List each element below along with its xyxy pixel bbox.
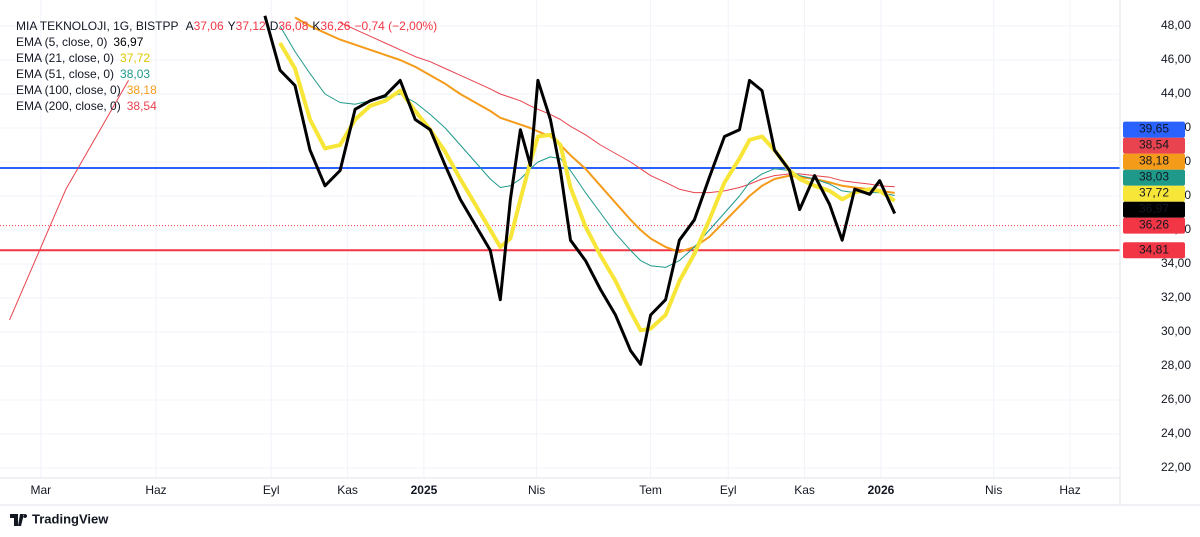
legend-entry: EMA (5, close, 0) 36,97 [16, 35, 144, 49]
y-tick-label: 30,00 [1161, 324, 1191, 338]
x-tick-label: Tem [639, 483, 662, 497]
ema-line [263, 15, 897, 366]
price-label-box [1123, 217, 1185, 234]
price-label: 36,26 [1139, 218, 1169, 232]
price-label-box [1123, 201, 1185, 218]
legend-entry: EMA (100, close, 0) 38,18 [16, 83, 157, 97]
ohlc-key: A [186, 19, 194, 33]
y-tick-label: 22,00 [1161, 460, 1191, 474]
brand-logo: TradingView [10, 511, 109, 526]
plot-area [0, 15, 1120, 366]
ohlc-value: 36,08 [278, 19, 308, 33]
x-tick-label: Nis [528, 483, 545, 497]
legend-name: EMA (51, close, 0) [16, 67, 114, 81]
legend-name: EMA (100, close, 0) [16, 83, 121, 97]
price-label-box [1123, 169, 1185, 186]
axes: 22,0024,0026,0028,0030,0032,0034,0036,00… [30, 18, 1191, 497]
ohlc-value: 36,26 [320, 19, 350, 33]
y-tick-label: 28,00 [1161, 358, 1191, 372]
price-label: 38,18 [1139, 154, 1169, 168]
symbol-title: MIA TEKNOLOJI, 1G, BISTPP [16, 19, 178, 33]
x-tick-label: 2026 [868, 483, 895, 497]
legend-value: 36,97 [113, 35, 143, 49]
ema-line [278, 41, 896, 333]
legend-name: EMA (21, close, 0) [16, 51, 114, 65]
legend-value: 38,18 [127, 83, 157, 97]
x-tick-label: Kas [794, 483, 815, 497]
legend-value: 38,54 [127, 99, 157, 113]
y-tick-label: 24,00 [1161, 426, 1191, 440]
x-tick-label: Eyl [720, 483, 737, 497]
price-label-box [1123, 185, 1185, 202]
x-tick-label: Nis [985, 483, 1002, 497]
price-label-box [1123, 242, 1185, 259]
brand: TradingView [32, 511, 109, 526]
y-tick-label: 34,00 [1161, 256, 1191, 270]
price-label-box [1123, 121, 1185, 138]
price-label: 38,03 [1139, 170, 1169, 184]
ohlc-key: D [270, 19, 279, 33]
legend-name: EMA (5, close, 0) [16, 35, 107, 49]
price-label: 37,72 [1139, 186, 1169, 200]
legend-value: 38,03 [120, 67, 150, 81]
legend-entry: EMA (51, close, 0) 38,03 [16, 67, 150, 81]
ohlc-value: 37,06 [194, 19, 224, 33]
x-tick-label: Eyl [263, 483, 280, 497]
price-label-box [1123, 137, 1185, 154]
ohlc-key: Y [228, 19, 236, 33]
x-tick-label: Kas [337, 483, 358, 497]
ohlc-key: K [312, 19, 320, 33]
legend: MIA TEKNOLOJI, 1G, BISTPP A37,06 Y37,12 D36… [16, 19, 437, 113]
y-tick-label: 46,00 [1161, 52, 1191, 66]
ema-line [9, 22, 895, 321]
x-tick-label: Mar [30, 483, 51, 497]
price-label: 39,65 [1139, 122, 1169, 136]
legend-entry: EMA (200, close, 0) 38,54 [16, 99, 157, 113]
y-tick-label: 48,00 [1161, 18, 1191, 32]
legend-entry: EMA (21, close, 0) 37,72 [16, 51, 150, 65]
price-label-box [1123, 153, 1185, 170]
change: −0,74 (−2,00%) [354, 19, 437, 33]
legend-name: EMA (200, close, 0) [16, 99, 121, 113]
y-tick-label: 44,00 [1161, 86, 1191, 100]
y-tick-label: 26,00 [1161, 392, 1191, 406]
grid [0, 0, 1120, 478]
price-label: 36,97 [1139, 202, 1169, 216]
header: MIA TEKNOLOJI, 1G, BISTPP A37,06 Y37,12 D36… [16, 19, 437, 33]
x-tick-label: Haz [145, 483, 166, 497]
ohlc-value: 37,12 [236, 19, 266, 33]
y-tick-label: 32,00 [1161, 290, 1191, 304]
x-tick-label: 2025 [411, 483, 438, 497]
price-label: 34,81 [1139, 242, 1169, 256]
legend-value: 37,72 [120, 51, 150, 65]
price-label: 38,54 [1139, 138, 1169, 152]
x-tick-label: Haz [1059, 483, 1080, 497]
